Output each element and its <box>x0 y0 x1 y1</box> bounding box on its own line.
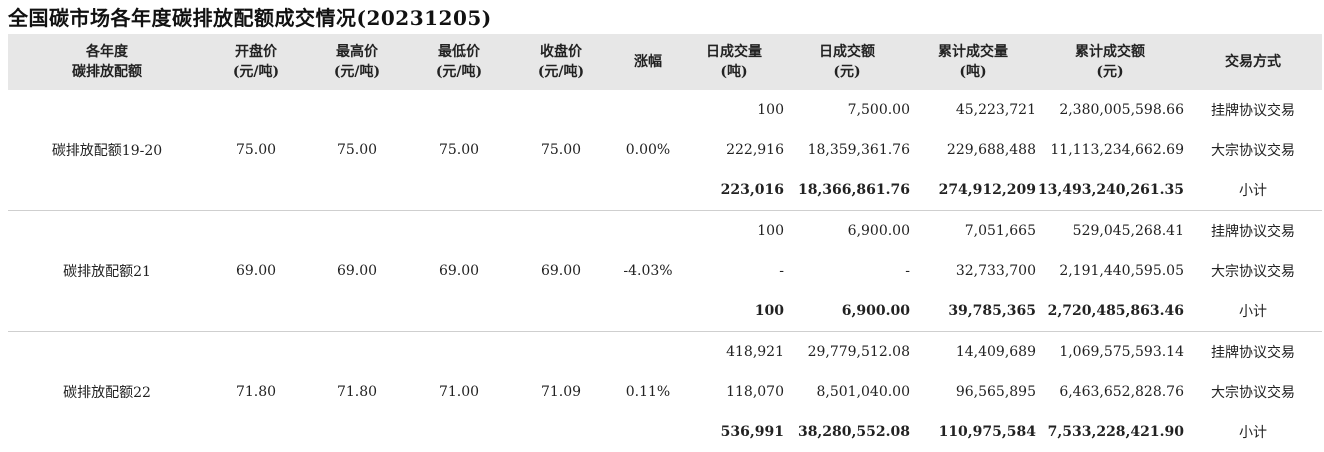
header-cum-volume: 累计成交量(吨) <box>910 34 1036 90</box>
daily-volume: 100 <box>684 291 784 332</box>
daily-amount: 29,779,512.08 <box>784 332 910 373</box>
high-price: 69.00 <box>306 211 408 332</box>
trade-method: 大宗协议交易 <box>1184 372 1322 412</box>
price-change: 0.00% <box>612 90 684 211</box>
open-price: 71.80 <box>206 332 306 452</box>
daily-amount: 38,280,552.08 <box>784 412 910 452</box>
cum-amount: 529,045,268.41 <box>1036 211 1184 252</box>
open-price: 75.00 <box>206 90 306 211</box>
table-row: 碳排放配额19-20 75.00 75.00 75.00 75.00 0.00%… <box>8 90 1322 130</box>
trade-method: 小计 <box>1184 291 1322 332</box>
header-close-price: 收盘价(元/吨) <box>510 34 612 90</box>
daily-amount: - <box>784 251 910 291</box>
allowance-name: 碳排放配额21 <box>8 211 206 332</box>
daily-amount: 6,900.00 <box>784 291 910 332</box>
header-cum-amount: 累计成交额(元) <box>1036 34 1184 90</box>
cum-amount: 2,380,005,598.66 <box>1036 90 1184 130</box>
daily-volume: 418,921 <box>684 332 784 373</box>
carbon-trading-table: 各年度碳排放配额 开盘价(元/吨) 最高价(元/吨) 最低价(元/吨) 收盘价(… <box>8 34 1322 452</box>
low-price: 75.00 <box>408 90 510 211</box>
cum-volume: 110,975,584 <box>910 412 1036 452</box>
cum-volume: 229,688,488 <box>910 130 1036 170</box>
daily-volume: 223,016 <box>684 170 784 211</box>
header-trade-method: 交易方式 <box>1184 34 1322 90</box>
trade-method: 大宗协议交易 <box>1184 130 1322 170</box>
cum-volume: 274,912,209 <box>910 170 1036 211</box>
daily-volume: 100 <box>684 211 784 252</box>
daily-amount: 18,366,861.76 <box>784 170 910 211</box>
close-price: 75.00 <box>510 90 612 211</box>
table-header-row: 各年度碳排放配额 开盘价(元/吨) 最高价(元/吨) 最低价(元/吨) 收盘价(… <box>8 34 1322 90</box>
price-change: -4.03% <box>612 211 684 332</box>
allowance-name: 碳排放配额22 <box>8 332 206 452</box>
table-row: 碳排放配额21 69.00 69.00 69.00 69.00 -4.03% 1… <box>8 211 1322 252</box>
daily-volume: 536,991 <box>684 412 784 452</box>
header-allowance-year: 各年度碳排放配额 <box>8 34 206 90</box>
close-price: 69.00 <box>510 211 612 332</box>
cum-volume: 7,051,665 <box>910 211 1036 252</box>
cum-amount: 13,493,240,261.35 <box>1036 170 1184 211</box>
cum-amount: 2,191,440,595.05 <box>1036 251 1184 291</box>
daily-amount: 8,501,040.00 <box>784 372 910 412</box>
trade-method: 挂牌协议交易 <box>1184 332 1322 373</box>
header-open-price: 开盘价(元/吨) <box>206 34 306 90</box>
high-price: 75.00 <box>306 90 408 211</box>
header-high-price: 最高价(元/吨) <box>306 34 408 90</box>
cum-amount: 2,720,485,863.46 <box>1036 291 1184 332</box>
daily-volume: 118,070 <box>684 372 784 412</box>
price-change: 0.11% <box>612 332 684 452</box>
daily-amount: 6,900.00 <box>784 211 910 252</box>
trade-method: 大宗协议交易 <box>1184 251 1322 291</box>
trade-method: 挂牌协议交易 <box>1184 211 1322 252</box>
cum-volume: 39,785,365 <box>910 291 1036 332</box>
cum-amount: 1,069,575,593.14 <box>1036 332 1184 373</box>
daily-amount: 7,500.00 <box>784 90 910 130</box>
allowance-name: 碳排放配额19-20 <box>8 90 206 211</box>
header-change: 涨幅 <box>612 34 684 90</box>
page-title: 全国碳市场各年度碳排放配额成交情况(20231205) <box>8 2 492 31</box>
header-daily-volume: 日成交量(吨) <box>684 34 784 90</box>
open-price: 69.00 <box>206 211 306 332</box>
table-row: 碳排放配额22 71.80 71.80 71.00 71.09 0.11% 41… <box>8 332 1322 373</box>
low-price: 69.00 <box>408 211 510 332</box>
daily-volume: 222,916 <box>684 130 784 170</box>
cum-amount: 11,113,234,662.69 <box>1036 130 1184 170</box>
high-price: 71.80 <box>306 332 408 452</box>
daily-volume: - <box>684 251 784 291</box>
cum-volume: 14,409,689 <box>910 332 1036 373</box>
daily-volume: 100 <box>684 90 784 130</box>
cum-amount: 6,463,652,828.76 <box>1036 372 1184 412</box>
low-price: 71.00 <box>408 332 510 452</box>
trade-method: 小计 <box>1184 170 1322 211</box>
header-low-price: 最低价(元/吨) <box>408 34 510 90</box>
trade-method: 小计 <box>1184 412 1322 452</box>
cum-volume: 32,733,700 <box>910 251 1036 291</box>
daily-amount: 18,359,361.76 <box>784 130 910 170</box>
trade-method: 挂牌协议交易 <box>1184 90 1322 130</box>
header-daily-amount: 日成交额(元) <box>784 34 910 90</box>
close-price: 71.09 <box>510 332 612 452</box>
cum-amount: 7,533,228,421.90 <box>1036 412 1184 452</box>
cum-volume: 45,223,721 <box>910 90 1036 130</box>
cum-volume: 96,565,895 <box>910 372 1036 412</box>
